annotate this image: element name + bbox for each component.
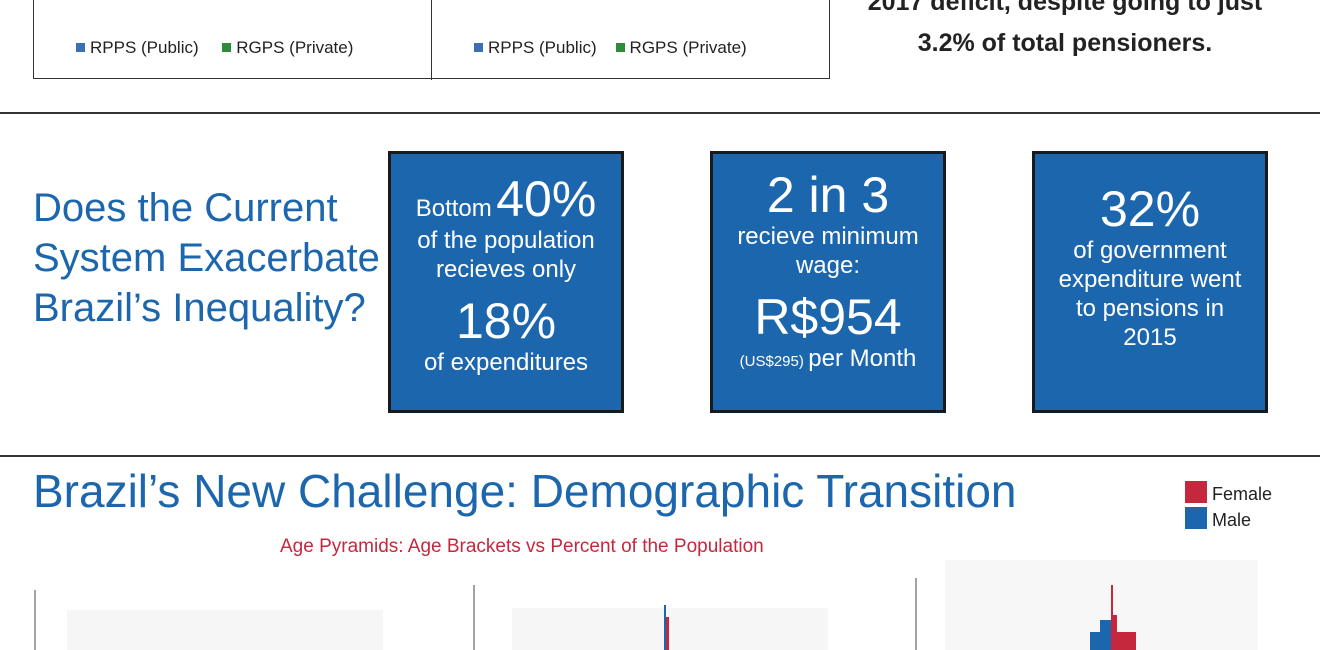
stat-text: recieves only: [435, 256, 577, 283]
stat-text: of expenditures: [423, 349, 589, 376]
stat-box: Bottom 40% of the population recieves on…: [388, 151, 624, 413]
separator: [0, 455, 1320, 457]
pyramids: [34, 560, 1258, 650]
legend-entry: RPPS (Public): [90, 38, 199, 57]
legend: Female Male: [1185, 481, 1272, 533]
pyramid-bar: [666, 617, 669, 650]
legend-entry: Female: [1212, 484, 1273, 504]
question: Does the Current System Exacerbate Brazil’…: [33, 183, 380, 333]
stat-number: 2 in 3: [766, 167, 890, 223]
section-subtitle: Age Pyramids: Age Brackets vs Percent of…: [280, 536, 764, 557]
legend-entry: RPPS (Public): [488, 38, 597, 57]
question-line: Does the Current: [33, 186, 338, 230]
question-line: Brazil’s Inequality?: [33, 286, 366, 330]
pyramid-panel: [67, 610, 383, 650]
pyramid-bar: [1090, 632, 1111, 650]
stat-text: of the population: [417, 227, 595, 254]
stat-number: 40%: [496, 171, 597, 227]
stat-text: of government: [1073, 237, 1227, 264]
divider: [431, 0, 432, 80]
pyramid-panel: [512, 608, 828, 650]
note-line: 2017 deficit, despite going to just: [867, 0, 1263, 16]
stat-number: R$954: [754, 289, 902, 345]
note-line: 3.2% of total pensioners.: [917, 29, 1213, 57]
legend: RPPS (Public) RGPS (Private): [76, 38, 353, 58]
stat-text: per Month: [808, 345, 917, 372]
stat-text: to pensions in: [1075, 295, 1225, 322]
stat-text: (US$295): [739, 353, 804, 370]
legend-entry: RGPS (Private): [236, 38, 354, 57]
separator: [0, 112, 1320, 114]
pyramid-bar: [1100, 620, 1111, 632]
stat-box: 32% of government expenditure went to pe…: [1032, 151, 1268, 413]
stat-text: expenditure went: [1058, 266, 1242, 293]
stat-number: 18%: [455, 293, 557, 349]
stat-text: Bottom: [415, 195, 492, 222]
legend: RPPS (Public) RGPS (Private): [474, 38, 747, 58]
question-line: System Exacerbate: [33, 236, 380, 280]
stat-box: 2 in 3 recieve minimum wage: R$954 (US$2…: [710, 151, 946, 413]
pyramid-bar: [1111, 632, 1136, 650]
stat-number: 32%: [1099, 181, 1201, 237]
pyramid-bar: [1111, 615, 1117, 632]
note: 2017 deficit, despite going to just 3.2% …: [830, 0, 1300, 64]
legend-entry: Male: [1212, 510, 1252, 530]
stat-text: recieve minimum: [737, 223, 919, 250]
pyramid-bar: [664, 605, 666, 650]
section-title: Brazil’s New Challenge: Demographic Tran…: [33, 465, 1017, 517]
pyramid-bar: [1111, 585, 1113, 615]
legend-entry: RGPS (Private): [629, 38, 747, 57]
stat-text: 2015: [1123, 324, 1177, 351]
stat-text: wage:: [795, 252, 861, 279]
